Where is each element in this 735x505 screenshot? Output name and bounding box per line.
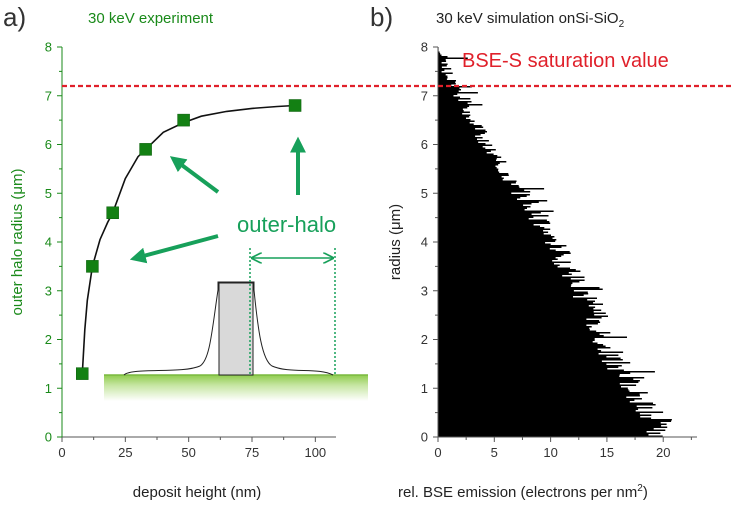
panel-a-x-label: deposit height (nm)	[133, 484, 261, 501]
panel-a-title: 30 keV experiment	[88, 10, 214, 27]
panel-a-y-tick-label: 3	[45, 283, 52, 298]
panel-b-y-tick-label: 8	[421, 40, 428, 55]
panel-a-data-points	[76, 99, 302, 380]
panel-a-y-tick-label: 0	[45, 430, 52, 445]
panel-b-y-tick-label: 2	[421, 332, 428, 347]
halo-profile-outline	[123, 281, 334, 376]
panel-a-y-tick-label: 5	[45, 186, 52, 201]
panel-b-x-tick-label: 5	[491, 445, 498, 460]
panel-a-y-tick-label: 2	[45, 332, 52, 347]
data-point-marker	[106, 206, 119, 219]
panel-a-x-tick-label: 25	[118, 445, 132, 460]
data-point-marker	[177, 113, 190, 127]
panel-a-x-ticks: 0 25 50 75 100	[58, 437, 326, 460]
data-point-marker	[76, 367, 89, 380]
panel-b-y-tick-label: 4	[421, 235, 428, 250]
panel-b-x-tick-label: 15	[600, 445, 614, 460]
data-point-marker	[86, 260, 99, 273]
panel-a-y-tick-label: 8	[45, 40, 52, 55]
panel-b-x-label-superscript: 2	[637, 483, 643, 494]
panel-b-y-tick-label: 7	[421, 88, 428, 103]
outer-halo-arrow-lower	[129, 234, 219, 264]
panel-a-letter: a)	[3, 2, 26, 32]
panel-a-x-tick-label: 100	[304, 445, 326, 460]
bse-emission-histogram	[438, 47, 672, 437]
deposit-pillar	[218, 282, 254, 376]
outer-halo-arrow-upper	[169, 156, 220, 194]
panel-b-letter: b)	[370, 2, 393, 32]
panel-b-title-main: 30 keV simulation onSi-SiO	[436, 10, 619, 27]
deposit-schematic	[104, 248, 368, 401]
panel-a-y-ticks: 0 1 2 3 4 5 6 7 8	[45, 40, 62, 445]
panel-a-y-label: outer halo radius (μm)	[9, 168, 26, 315]
panel-b-x-tick-label: 20	[656, 445, 670, 460]
saturation-label: BSE-S saturation value	[462, 50, 669, 72]
panel-a-y-tick-label: 1	[45, 381, 52, 396]
panel-b-y-ticks: 0 1 2 3 4 5 6 7 8	[421, 40, 438, 445]
panel-b-x-label-main: rel. BSE emission (electrons per nm	[398, 484, 637, 501]
panel-b-x-label: rel. BSE emission (electrons per nm2)	[398, 483, 648, 501]
panel-b-y-tick-label: 1	[421, 381, 428, 396]
panel-b-simulation: b) 30 keV simulation onSi-SiO2 0 5 10 15 20 …	[370, 2, 697, 501]
panel-b-x-ticks: 0 5 10 15 20	[434, 437, 692, 460]
outer-halo-annotation: outer-halo	[237, 212, 336, 237]
panel-a-y-tick-label: 6	[45, 137, 52, 152]
panel-a-x-tick-label: 0	[58, 445, 65, 460]
panel-b-title-subscript: 2	[619, 19, 625, 30]
panel-a-y-tick-label: 7	[45, 88, 52, 103]
panel-a-x-tick-label: 50	[181, 445, 195, 460]
panel-a-x-tick-label: 75	[245, 445, 259, 460]
panel-b-y-tick-label: 0	[421, 430, 428, 445]
panel-a-fit-curve	[81, 104, 296, 374]
panel-b-x-tick-label: 10	[543, 445, 557, 460]
panel-b-x-label-end: )	[643, 484, 648, 501]
panel-a-y-tick-label: 4	[45, 235, 52, 250]
panel-b-y-tick-label: 5	[421, 186, 428, 201]
panel-b-y-label: radius (μm)	[387, 204, 404, 280]
data-point-marker	[288, 99, 302, 112]
panel-a-experiment: a) 30 keV experiment 0 25 50 75 100 0 1 2 3 4 5 6 7…	[3, 2, 368, 501]
panel-b-y-tick-label: 6	[421, 137, 428, 152]
panel-b-title: 30 keV simulation onSi-SiO2	[436, 10, 625, 30]
panel-b-x-tick-label: 0	[434, 445, 441, 460]
substrate-layer	[104, 375, 368, 401]
data-point-marker	[139, 143, 152, 156]
panel-b-y-tick-label: 3	[421, 283, 428, 298]
